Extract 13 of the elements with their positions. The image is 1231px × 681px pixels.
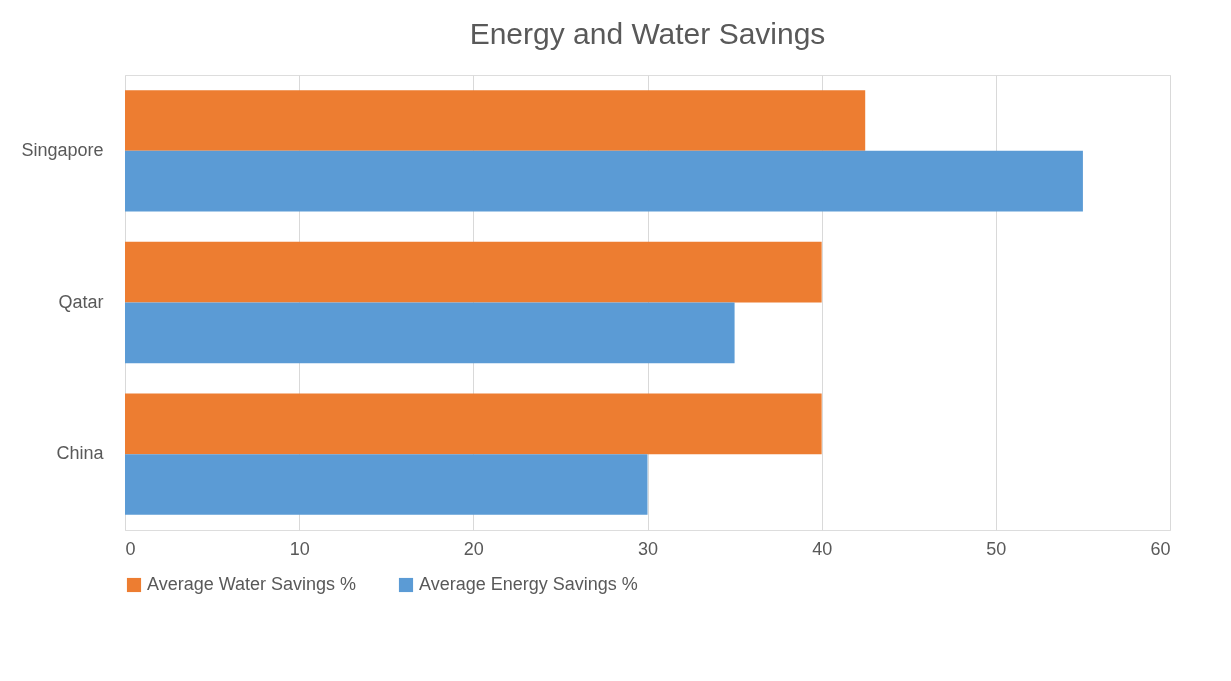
x-tick-label: 60 [1150, 538, 1171, 559]
y-tick-label: Singapore [21, 139, 104, 160]
y-tick-label: Qatar [58, 291, 104, 312]
x-tick-label: 30 [637, 538, 659, 559]
x-tick-label: 10 [289, 538, 310, 559]
chart-title: Energy and Water Savings [469, 17, 826, 50]
x-tick-label: 20 [463, 538, 484, 559]
y-tick-label: China [56, 443, 105, 464]
legend-label: Average Energy Savings % [419, 574, 638, 594]
x-tick-label: 0 [125, 538, 136, 559]
legend-label: Average Water Savings % [147, 574, 357, 594]
x-tick-label: 50 [986, 538, 1007, 559]
x-tick-label: 40 [812, 538, 833, 559]
